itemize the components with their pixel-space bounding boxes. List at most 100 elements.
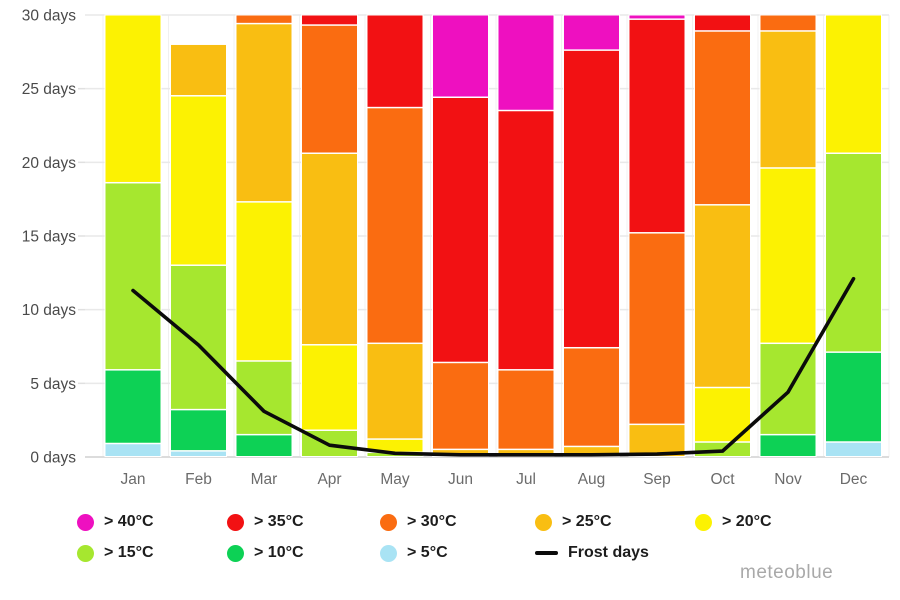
bar-segment-Jun-gt35 [432, 97, 489, 363]
bar-segment-Jun-gt40 [432, 14, 489, 98]
bar-segment-Sep-gt40 [628, 14, 686, 20]
bar-Aug [563, 14, 620, 458]
bar-Sep [628, 14, 686, 458]
bar-segment-Jul-gt40 [497, 14, 555, 111]
legend-dot-gt5 [380, 544, 397, 562]
bar-Oct [694, 14, 751, 457]
legend-item-frost: Frost days [535, 542, 649, 564]
bar-segment-Nov-gt25 [759, 30, 817, 169]
legend-label: Frost days [568, 544, 649, 561]
bars [104, 14, 882, 458]
x-axis-tick-label: Jun [448, 471, 473, 488]
bar-segment-Jul-gt30 [497, 369, 555, 450]
bar-segment-May-gt30 [366, 107, 424, 344]
bar-segment-Nov-gt20 [759, 167, 817, 344]
bar-segment-Oct-gt30 [694, 30, 751, 206]
bar-Jun [432, 14, 489, 457]
legend-dot-gt40 [77, 513, 94, 531]
bar-segment-Aug-gt35 [563, 49, 620, 348]
y-axis-tick-label: 20 days [22, 155, 77, 172]
frost-days-line-swatch [535, 551, 558, 555]
bar-Dec [825, 14, 882, 457]
legend-dot-gt25 [535, 513, 552, 531]
bar-segment-Jan-gt15 [104, 182, 162, 371]
x-axis-tick-label: Aug [578, 471, 606, 488]
bar-segment-Nov-gt10 [759, 434, 817, 457]
bar-segment-Sep-gt35 [628, 18, 686, 234]
legend-item-gt35: > 35°C [227, 511, 304, 533]
legend-label: > 10°C [254, 544, 304, 561]
bar-Mar [235, 14, 293, 457]
bar-segment-Jan-gt20 [104, 14, 162, 183]
bar-segment-Mar-gt10 [235, 434, 293, 457]
bar-segment-Oct-gt35 [694, 14, 751, 32]
bar-segment-Aug-gt40 [563, 14, 620, 51]
y-axis-tick-label: 10 days [22, 302, 77, 319]
legend-label: > 15°C [104, 544, 154, 561]
legend-dot-gt30 [380, 513, 397, 531]
legend-label: > 20°C [722, 513, 772, 530]
bar-segment-Dec-gt10 [825, 351, 882, 443]
stacked-bar-chart: 0 days 5 days 10 days 15 days 20 days 25 days… [22, 8, 890, 488]
bar-segment-Mar-gt20 [235, 201, 293, 362]
bar-Jan [104, 14, 162, 457]
legend-item-gt30: > 30°C [380, 511, 457, 533]
legend-item-gt15: > 15°C [77, 542, 154, 564]
bar-segment-Nov-gt30 [759, 14, 817, 32]
legend-label: > 40°C [104, 513, 154, 530]
bar-segment-Dec-gt15 [825, 152, 882, 353]
x-axis-tick-label: Dec [840, 471, 868, 488]
bar-segment-Oct-gt25 [694, 204, 751, 388]
bar-segment-Feb-gt5 [170, 450, 227, 457]
legend-label: > 25°C [562, 513, 612, 530]
bar-segment-Feb-gt25 [170, 43, 227, 97]
bar-segment-Jun-gt30 [432, 362, 489, 450]
bar-segment-Apr-gt25 [301, 152, 358, 346]
bar-Nov [759, 14, 817, 457]
legend-item-gt40: > 40°C [77, 511, 154, 533]
bar-Apr [301, 14, 358, 458]
bar-Feb [170, 43, 227, 457]
bar-segment-Jan-gt10 [104, 369, 162, 444]
bar-segment-Sep-gt25 [628, 424, 686, 458]
x-axis-tick-label: Mar [251, 471, 278, 488]
meteoblue-watermark: meteoblue [740, 562, 834, 583]
bar-segment-Aug-gt30 [563, 347, 620, 447]
x-axis-tick-label: Jul [516, 471, 536, 488]
bar-segment-Dec-gt20 [825, 14, 882, 154]
legend-label: > 35°C [254, 513, 304, 530]
y-axis-tick-label: 15 days [22, 229, 77, 246]
y-axis-tick-label: 0 days [30, 450, 76, 467]
x-axis-tick-label: Sep [643, 471, 671, 488]
legend-label: > 5°C [407, 544, 448, 561]
x-axis-tick-label: Nov [774, 471, 802, 488]
bar-May [366, 14, 424, 457]
bar-segment-May-gt35 [366, 14, 424, 108]
legend-dot-gt20 [695, 513, 712, 531]
bar-segment-May-gt25 [366, 343, 424, 440]
legend-item-gt10: > 10°C [227, 542, 304, 564]
y-axis-tick-label: 5 days [30, 376, 76, 393]
legend-label: > 30°C [407, 513, 457, 530]
bar-segment-Apr-gt20 [301, 344, 358, 431]
bar-segment-Apr-gt35 [301, 14, 358, 26]
x-axis-tick-label: Oct [710, 471, 735, 488]
bar-Jul [497, 14, 555, 457]
bar-segment-Mar-gt25 [235, 23, 293, 203]
bar-segment-Sep-gt30 [628, 232, 686, 425]
bar-segment-Feb-gt10 [170, 409, 227, 452]
y-axis-tick-label: 30 days [22, 8, 77, 25]
legend-dot-gt10 [227, 544, 244, 562]
x-axis-tick-label: May [380, 471, 410, 488]
bar-segment-Apr-gt30 [301, 24, 358, 154]
bar-segment-Mar-gt30 [235, 14, 293, 24]
x-axis-tick-label: Apr [317, 471, 341, 488]
legend-item-gt25: > 25°C [535, 511, 612, 533]
bar-segment-Feb-gt20 [170, 95, 227, 266]
bar-segment-Feb-gt15 [170, 264, 227, 410]
x-axis-labels: Jan Feb Mar Apr May Jun Jul Aug Sep Oct Nov Dec [121, 471, 868, 488]
bar-segment-Jan-gt5 [104, 443, 162, 457]
frost-days-line [131, 276, 856, 457]
legend-dot-gt35 [227, 513, 244, 531]
y-axis-tick-label: 25 days [22, 81, 77, 98]
